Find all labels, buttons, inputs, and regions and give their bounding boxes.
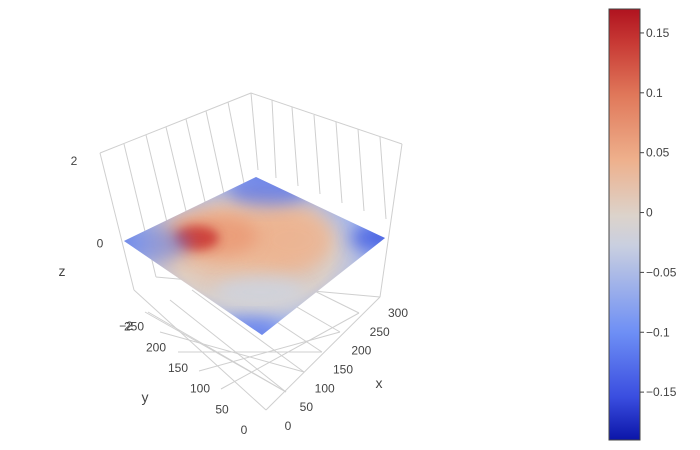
colorbar-tick-label: −0.1	[646, 325, 670, 339]
colorbar-tick-label: 0.15	[646, 26, 670, 40]
grid-lines	[99, 92, 403, 411]
y-tick-label: 50	[215, 402, 229, 416]
x-tick-label: 200	[351, 344, 371, 358]
colorbar-tick-label: 0	[646, 206, 653, 220]
y-tick-label: 200	[146, 340, 166, 354]
x-tick-label: 300	[388, 306, 408, 320]
z-tick-label: 0	[97, 237, 104, 251]
x-tick-label: 150	[333, 363, 353, 377]
colorbar-tick-label: 0.05	[646, 146, 670, 160]
y-tick-label: 250	[124, 320, 144, 334]
colorbar: 0.15 0.1 0.05 0 −0.05 −0.1 −0.15	[608, 8, 677, 441]
colorbar-gradient	[608, 8, 641, 441]
x-tick-label: 100	[315, 381, 335, 395]
y-tick-label: 100	[190, 382, 210, 396]
z-tick-label: 2	[71, 154, 78, 168]
z-tick-label: −2	[119, 319, 133, 333]
y-tick-label: 150	[168, 361, 188, 375]
colorbar-tick-label: −0.15	[646, 385, 677, 399]
x-tick-label: 250	[370, 325, 390, 339]
colorbar-tick-label: −0.05	[646, 265, 677, 279]
colorbar-tick-label: 0.1	[646, 86, 663, 100]
x-tick-label: 50	[300, 400, 314, 414]
z-axis-title: z	[59, 263, 66, 279]
y-axis-title: y	[142, 389, 149, 405]
y-tick-label: 0	[241, 423, 248, 437]
x-tick-label: 0	[285, 419, 292, 433]
x-axis-title: x	[376, 375, 383, 391]
